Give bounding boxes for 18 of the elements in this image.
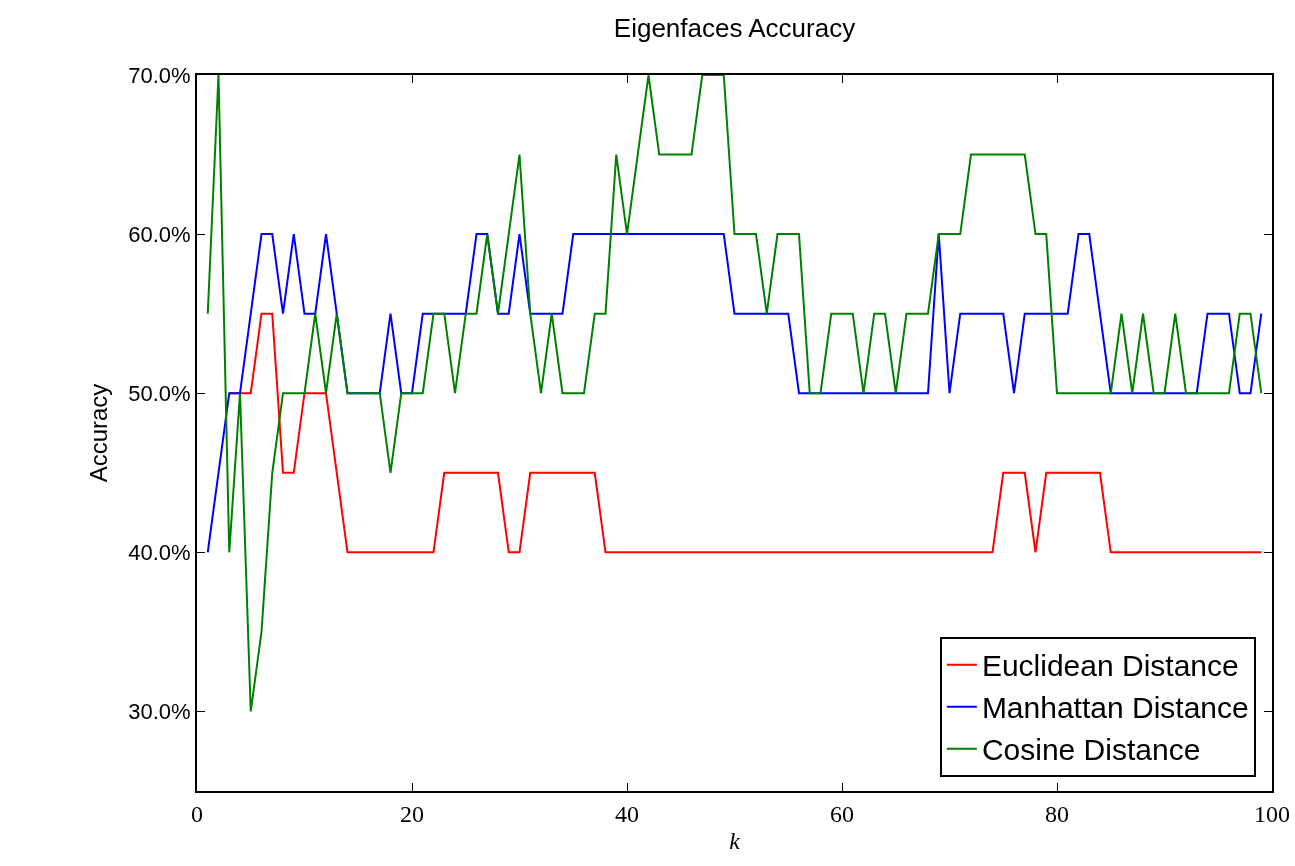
legend-label: Manhattan Distance (981, 691, 1249, 725)
x-axis-title: k (729, 827, 741, 854)
line-series (206, 233, 1263, 554)
x-tick-label: 60 (830, 800, 854, 827)
y-axis-title: Accuracy (84, 383, 112, 483)
x-tick-label: 0 (191, 800, 203, 827)
y-tick-label: 70.0% (128, 62, 191, 88)
legend-label: Cosine Distance (981, 733, 1201, 767)
y-tick-label: 50.0% (128, 380, 191, 406)
y-tick-label: 30.0% (128, 699, 191, 725)
x-tick-label: 40 (615, 800, 639, 827)
legend-label: Euclidean Distance (981, 649, 1239, 683)
chart-title: Eigenfaces Accuracy (613, 12, 856, 43)
y-tick-label: 60.0% (128, 221, 191, 247)
x-tick-label: 80 (1045, 800, 1069, 827)
x-tick-label: 20 (400, 800, 424, 827)
y-tick-label: 40.0% (128, 540, 191, 566)
x-tick-label: 100 (1254, 800, 1290, 827)
